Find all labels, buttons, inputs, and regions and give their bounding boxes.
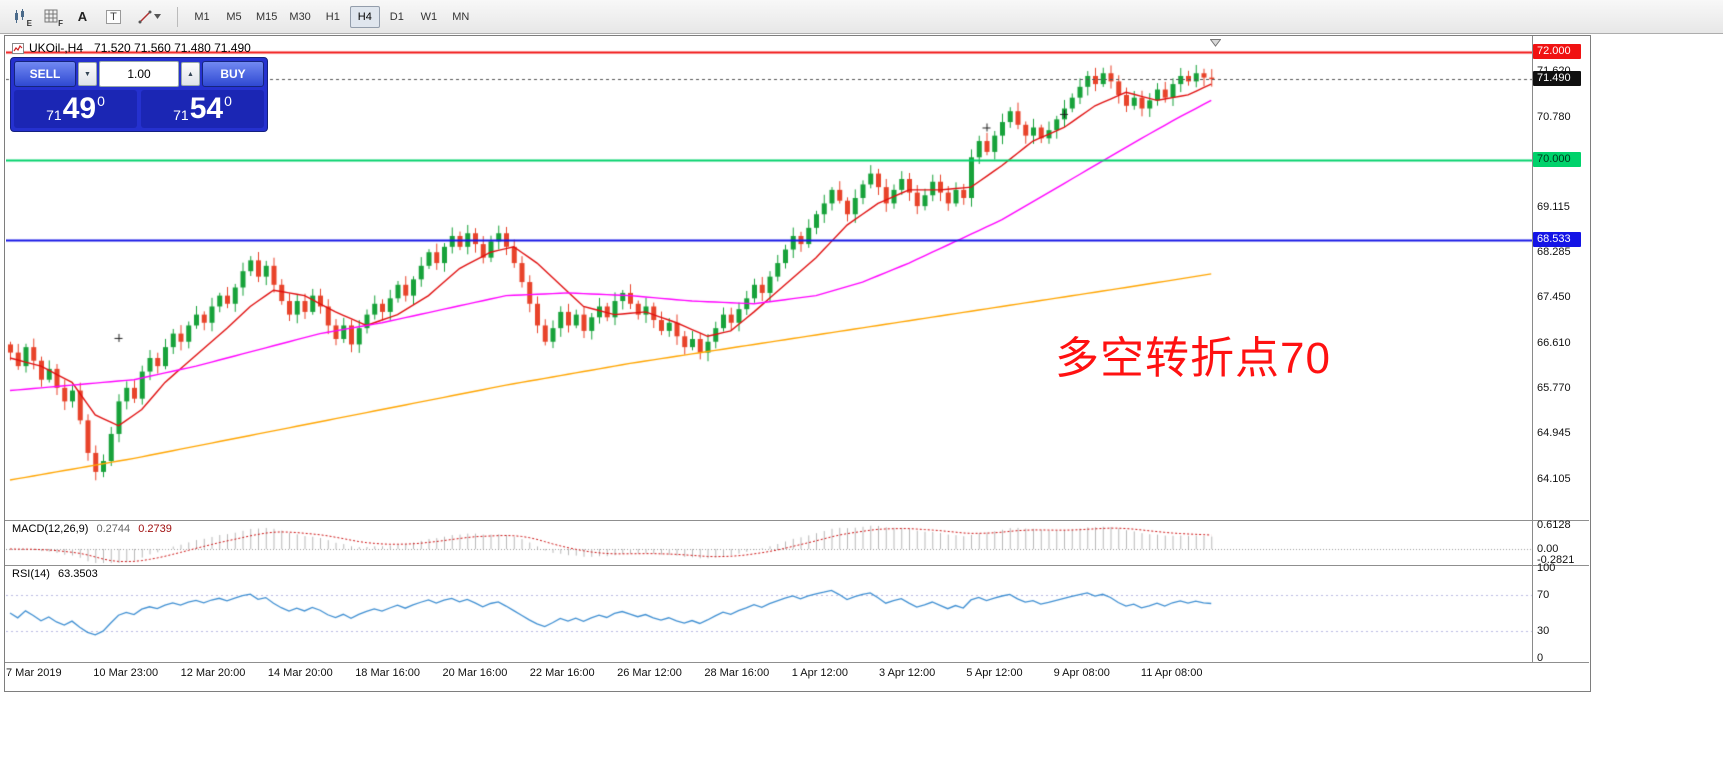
letter-t: T [106, 9, 121, 24]
sell-price-display[interactable]: 71 49 0 [14, 90, 137, 128]
macd-label-row: MACD(12,26,9) 0.2744 0.2739 [12, 523, 172, 535]
volume-input[interactable] [99, 61, 179, 87]
time-axis-label: 3 Apr 12:00 [879, 667, 936, 679]
time-axis-label: 20 Mar 16:00 [442, 667, 508, 679]
rsi-label-row: RSI(14) 63.3503 [12, 568, 98, 580]
one-click-trading-panel: SELL ▼ ▲ BUY 71 49 0 71 54 0 [10, 57, 268, 132]
hline-price-label: 68.533 [1533, 231, 1581, 247]
buy-button[interactable]: BUY [202, 61, 264, 87]
current-price-label: 71.490 [1533, 71, 1581, 87]
price-axis-label: 69.115 [1537, 201, 1570, 214]
sell-price-big: 49 [62, 92, 97, 125]
rsi-axis-label: 30 [1537, 625, 1550, 637]
time-axis-label: 1 Apr 12:00 [791, 667, 848, 679]
rsi-name: RSI(14) [12, 568, 50, 580]
macd-axis-label: 0.6128 [1537, 519, 1571, 531]
time-axis-label: 5 Apr 12:00 [966, 667, 1023, 679]
time-axis-separator [5, 662, 1589, 663]
price-axis-label: 64.105 [1537, 472, 1571, 485]
one-click-row-controls: SELL ▼ ▲ BUY [14, 61, 264, 87]
timeframe-d1[interactable]: D1 [389, 10, 404, 23]
time-axis-label: 10 Mar 23:00 [93, 667, 159, 679]
text-label-tool-icon[interactable]: T [99, 4, 128, 30]
rsi-axis-label: 100 [1537, 562, 1556, 574]
time-axis-label: 18 Mar 16:00 [355, 667, 421, 679]
time-axis-label: 28 Mar 16:00 [704, 667, 770, 679]
toolbar-separator [177, 6, 178, 27]
time-axis-label: 7 Mar 2019 [6, 667, 62, 679]
hline-price-label: 72.000 [1533, 43, 1581, 59]
hline-price-label: 70.000 [1533, 152, 1581, 168]
one-click-row-prices: 71 49 0 71 54 0 [14, 90, 264, 128]
text-tool-icon[interactable]: A [68, 4, 97, 30]
price-axis-label: 68.285 [1537, 246, 1571, 259]
rsi-axis-label: 70 [1537, 589, 1550, 601]
macd-signal-value: 0.2739 [138, 523, 172, 535]
timeframe-w1[interactable]: W1 [420, 10, 438, 23]
macd-value: 0.2744 [96, 523, 131, 535]
timeframe-m1[interactable]: M1 [194, 10, 210, 23]
buy-price-prefix: 71 [173, 107, 189, 123]
grid-icon[interactable]: F [37, 4, 66, 30]
time-axis-label: 26 Mar 12:00 [617, 667, 682, 679]
timeframe-m5[interactable]: M5 [226, 10, 242, 23]
mini-candles-icon [14, 9, 24, 23]
icon-letter-f: F [58, 18, 63, 28]
bottom-blank-area [0, 692, 1723, 759]
macd-panel-separator [5, 520, 1589, 521]
ohlc-values: 71.520 71.560 71.480 71.490 [94, 41, 251, 55]
sell-price-sup: 0 [97, 93, 105, 109]
chart-window-icon [12, 42, 24, 54]
timeframe-h4[interactable]: H4 [349, 5, 380, 28]
price-axis-label: 65.770 [1537, 382, 1571, 395]
volume-decrease-button[interactable]: ▼ [78, 62, 97, 86]
sell-button[interactable]: SELL [14, 61, 76, 87]
timeframe-m15[interactable]: M15 [256, 10, 278, 23]
chart-annotation-text: 多空转折点70 [1055, 334, 1331, 383]
price-axis-label: 70.780 [1537, 110, 1571, 123]
macd-axis-label: 0.00 [1537, 543, 1559, 555]
chart-shift-marker[interactable] [1210, 39, 1221, 47]
time-axis-label: 11 Apr 08:00 [1140, 667, 1203, 679]
chevron-down-icon [153, 14, 161, 19]
sell-price-prefix: 71 [46, 107, 62, 123]
chart-canvas[interactable] [6, 37, 1532, 663]
timeframe-mn[interactable]: MN [452, 10, 470, 23]
price-axis-label: 64.945 [1537, 427, 1571, 440]
volume-increase-button[interactable]: ▲ [181, 62, 200, 86]
buy-price-big: 54 [189, 92, 224, 125]
chart-symbol-period: UKOil-,H4 [29, 41, 84, 55]
mini-grid-icon [44, 9, 58, 23]
timeframe-m30[interactable]: M30 [289, 10, 311, 23]
price-axis-label: 66.610 [1537, 336, 1571, 349]
macd-axis-label: -0.2821 [1537, 554, 1575, 567]
line-tools-dropdown[interactable] [130, 4, 168, 30]
buy-price-sup: 0 [224, 93, 232, 109]
price-axis-label: 67.450 [1537, 291, 1571, 304]
icon-letter-e: E [26, 18, 32, 28]
trendline-icon [138, 10, 151, 23]
time-axis-label: 12 Mar 20:00 [180, 667, 246, 679]
candles-chart-icon[interactable]: E [6, 4, 35, 30]
toolbar: E F A T M1 M5 M15 M30 H1 H4 D1 W1 MN [0, 0, 1723, 34]
macd-name: MACD(12,26,9) [12, 523, 89, 535]
time-axis-label: 9 Apr 08:00 [1053, 667, 1110, 679]
time-axis-label: 14 Mar 20:00 [267, 667, 333, 679]
chart-title-row: UKOil-,H4 71.520 71.560 71.480 71.490 [12, 41, 251, 55]
rsi-panel-separator [5, 565, 1589, 566]
price-axis-border [1532, 36, 1533, 662]
buy-price-display[interactable]: 71 54 0 [141, 90, 264, 128]
rsi-value: 63.3503 [57, 568, 98, 580]
letter-a: A [77, 9, 88, 24]
timeframe-h1[interactable]: H1 [325, 10, 340, 23]
timeframe-buttons: M1 M5 M15 M30 H1 H4 D1 W1 MN [187, 5, 476, 28]
time-axis-label: 22 Mar 16:00 [529, 667, 595, 679]
rsi-axis-label: 0 [1537, 652, 1544, 664]
